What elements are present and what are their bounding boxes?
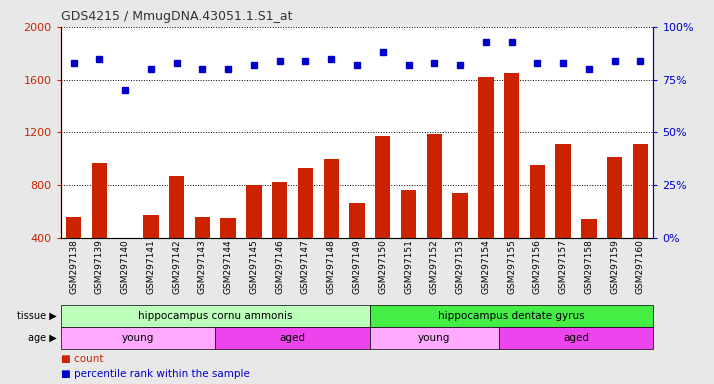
Bar [323, 159, 339, 238]
Bar [555, 144, 571, 238]
Text: aged: aged [563, 333, 589, 343]
Bar [246, 185, 261, 238]
Bar [195, 217, 210, 238]
Text: ■ percentile rank within the sample: ■ percentile rank within the sample [61, 369, 250, 379]
Bar [272, 182, 288, 238]
Bar [453, 193, 468, 238]
Text: hippocampus cornu ammonis: hippocampus cornu ammonis [138, 311, 293, 321]
Bar [530, 165, 545, 238]
Bar [298, 168, 313, 238]
Bar [375, 136, 391, 238]
Text: young: young [122, 333, 154, 343]
Text: GDS4215 / MmugDNA.43051.1.S1_at: GDS4215 / MmugDNA.43051.1.S1_at [61, 10, 292, 23]
Bar [607, 157, 623, 238]
Bar [143, 215, 159, 238]
Bar [633, 144, 648, 238]
Text: hippocampus dentate gyrus: hippocampus dentate gyrus [438, 311, 585, 321]
Text: ■ count: ■ count [61, 354, 104, 364]
Bar [66, 217, 81, 238]
Text: young: young [418, 333, 451, 343]
Text: aged: aged [280, 333, 306, 343]
Text: tissue ▶: tissue ▶ [17, 311, 57, 321]
Bar [169, 176, 184, 238]
Bar [426, 134, 442, 238]
Bar [581, 219, 597, 238]
Text: age ▶: age ▶ [29, 333, 57, 343]
Bar [478, 77, 493, 238]
Bar [504, 73, 519, 238]
Bar [401, 190, 416, 238]
Bar [349, 204, 365, 238]
Bar [221, 218, 236, 238]
Bar [91, 162, 107, 238]
Bar [117, 238, 133, 239]
